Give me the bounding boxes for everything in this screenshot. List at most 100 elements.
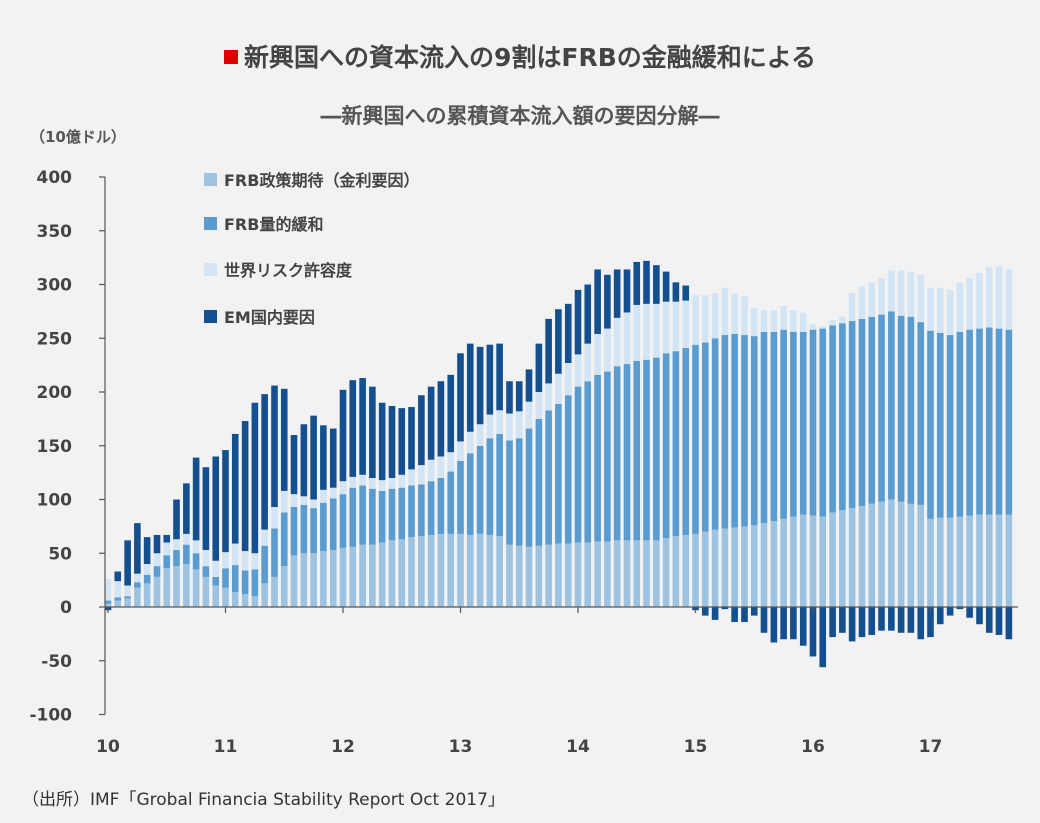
bar-segment-2 (202, 566, 210, 577)
bar-segment-1 (173, 566, 180, 607)
bar-segment-4 (271, 385, 278, 508)
bar-segment-4 (398, 408, 406, 475)
bar-segment-1 (241, 594, 249, 607)
bar-segment-2 (398, 487, 406, 540)
bar-segment-1 (222, 587, 229, 607)
bar-segment-4 (927, 607, 934, 638)
bar-segment-1 (418, 536, 425, 607)
bar-segment-1 (897, 501, 905, 607)
y-axis-unit: （10億ドル） (30, 128, 126, 146)
bar-segment-3 (427, 459, 435, 482)
bar-segment-1 (966, 515, 973, 608)
bar-segment-4 (672, 282, 680, 302)
bar-segment-4 (868, 607, 876, 635)
bar-segment-3 (574, 354, 582, 387)
title-marker (223, 50, 238, 64)
bar-segment-1 (692, 533, 699, 607)
bar-segment-1 (848, 508, 856, 607)
bar-segment-2 (457, 460, 464, 534)
bar-segment-4 (290, 435, 298, 495)
bar-segment-4 (535, 343, 543, 393)
bar-segment-3 (369, 478, 376, 489)
bar-segment-3 (946, 289, 954, 336)
bar-segment-1 (251, 596, 259, 607)
bar-segment-1 (829, 512, 836, 607)
legend-label-1: FRB政策期待（金利要因） (224, 171, 419, 190)
bar-segment-2 (114, 597, 122, 601)
bar-segment-4 (418, 395, 425, 466)
bar-segment-2 (173, 550, 180, 567)
y-tick-label: 350 (37, 222, 73, 242)
bar-segment-2 (780, 329, 787, 519)
bar-segment-2 (555, 403, 562, 544)
bar-segment-2 (995, 328, 1003, 515)
bar-segment-4 (1005, 607, 1013, 640)
bar-segment-4 (956, 607, 964, 610)
bar-segment-1 (672, 536, 680, 607)
bar-segment-2 (692, 344, 699, 534)
y-tick-label: 200 (37, 383, 73, 403)
bar-segment-4 (662, 271, 670, 302)
bar-segment-4 (261, 394, 268, 530)
bar-segment-3 (780, 306, 787, 330)
bar-segment-4 (515, 381, 523, 412)
bar-segment-3 (927, 287, 934, 331)
bar-segment-1 (339, 547, 347, 608)
bar-segment-4 (496, 343, 503, 411)
bar-segment-1 (643, 540, 650, 607)
bar-series-group (104, 260, 1013, 668)
bar-segment-4 (976, 607, 983, 625)
bar-segment-3 (613, 317, 621, 367)
bar-segment-2 (985, 327, 993, 515)
bar-segment-4 (770, 607, 778, 643)
bar-segment-4 (985, 607, 993, 633)
y-tick-label: 400 (37, 168, 73, 188)
bar-segment-1 (976, 514, 983, 607)
bar-segment-1 (183, 564, 190, 607)
bar-segment-2 (760, 331, 768, 524)
bar-segment-2 (976, 328, 983, 515)
bar-segment-3 (995, 266, 1003, 329)
bar-segment-2 (701, 342, 709, 532)
bar-segment-4 (780, 607, 787, 640)
bar-segment-1 (427, 534, 435, 607)
x-tick-label: 11 (214, 737, 238, 757)
bar-segment-3 (104, 579, 112, 601)
bar-segment-1 (721, 528, 729, 607)
bar-segment-1 (280, 566, 288, 607)
bar-segment-3 (163, 542, 171, 556)
bar-segment-1 (819, 516, 827, 607)
bar-segment-3 (506, 413, 513, 441)
bar-segment-3 (809, 324, 817, 330)
bar-segment-3 (878, 278, 885, 315)
bar-segment-4 (721, 607, 729, 610)
bar-segment-1 (750, 525, 758, 607)
bar-segment-2 (476, 445, 484, 534)
bar-segment-1 (134, 587, 141, 607)
bar-segment-2 (741, 335, 748, 527)
bar-segment-3 (594, 333, 601, 375)
bar-segment-4 (114, 571, 122, 582)
bar-segment-1 (809, 515, 817, 608)
bar-segment-4 (202, 467, 210, 551)
bar-segment-4 (584, 284, 592, 344)
source-note: （出所）IMF「Grobal Financia Stability Report… (22, 790, 505, 810)
bar-segment-4 (897, 607, 905, 633)
bar-segment-3 (535, 392, 543, 419)
bar-segment-4 (525, 369, 533, 402)
bar-segment-1 (946, 517, 954, 607)
bar-segment-2 (486, 438, 494, 535)
bar-segment-4 (545, 318, 552, 384)
bar-segment-3 (760, 310, 768, 332)
bar-segment-2 (320, 502, 327, 552)
bar-segment-3 (936, 287, 944, 333)
bar-segment-2 (378, 490, 386, 543)
bar-segment-4 (300, 424, 308, 497)
bar-segment-2 (790, 331, 797, 517)
bar-segment-2 (966, 329, 973, 516)
bar-segment-3 (153, 553, 161, 567)
bar-segment-1 (515, 545, 523, 607)
bar-segment-1 (212, 585, 220, 607)
bar-segment-3 (290, 494, 298, 508)
